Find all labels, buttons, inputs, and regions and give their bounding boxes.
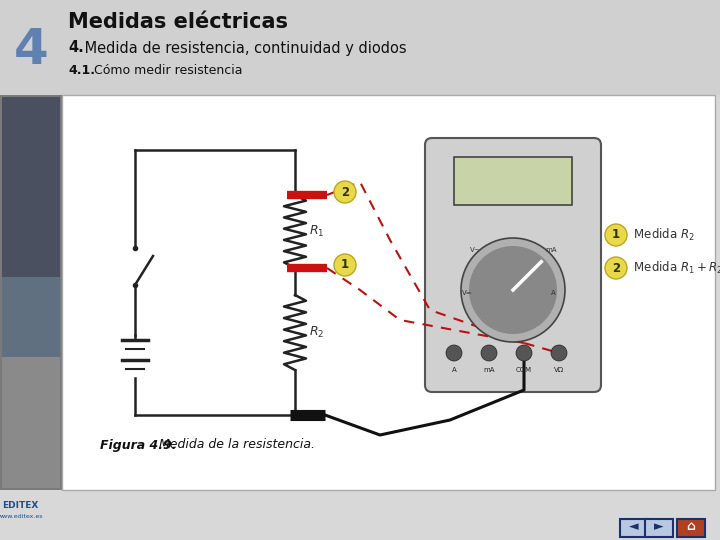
Text: EDITEX: EDITEX bbox=[2, 501, 38, 510]
Circle shape bbox=[334, 181, 356, 203]
Text: $R_1$: $R_1$ bbox=[309, 224, 325, 239]
Bar bbox=[2, 277, 60, 357]
Text: Medida de resistencia, continuidad y diodos: Medida de resistencia, continuidad y dio… bbox=[80, 40, 407, 56]
Bar bbox=[645, 519, 673, 537]
Bar bbox=[2, 97, 60, 277]
Bar bbox=[2, 357, 60, 488]
Bar bbox=[0, 490, 720, 540]
Circle shape bbox=[469, 246, 557, 334]
Text: Figura 4.9.: Figura 4.9. bbox=[100, 438, 176, 451]
Circle shape bbox=[461, 238, 565, 342]
Circle shape bbox=[446, 345, 462, 361]
Bar bbox=[62, 95, 715, 490]
Text: www.editex.es: www.editex.es bbox=[0, 514, 42, 518]
Text: Medida $R_1+R_2$: Medida $R_1+R_2$ bbox=[630, 260, 720, 276]
Bar bbox=[0, 95, 62, 490]
FancyBboxPatch shape bbox=[425, 138, 601, 392]
Text: COM: COM bbox=[516, 367, 532, 373]
Text: Medidas eléctricas: Medidas eléctricas bbox=[68, 12, 288, 32]
Bar bbox=[620, 519, 648, 537]
Bar bbox=[454, 157, 572, 205]
Circle shape bbox=[551, 345, 567, 361]
Text: ⌂: ⌂ bbox=[686, 521, 696, 534]
Text: 2: 2 bbox=[341, 186, 349, 199]
Text: Medida de la resistencia.: Medida de la resistencia. bbox=[155, 438, 315, 451]
Circle shape bbox=[481, 345, 497, 361]
Circle shape bbox=[605, 257, 627, 279]
Text: 4: 4 bbox=[14, 26, 48, 74]
Circle shape bbox=[605, 224, 627, 246]
Text: A: A bbox=[551, 290, 555, 296]
Text: mA: mA bbox=[545, 247, 557, 253]
Text: 1: 1 bbox=[341, 259, 349, 272]
Text: 4.1.: 4.1. bbox=[68, 64, 95, 77]
Text: Cómo medir resistencia: Cómo medir resistencia bbox=[90, 64, 243, 77]
Text: 4.: 4. bbox=[68, 40, 84, 56]
Circle shape bbox=[516, 345, 532, 361]
Text: 1: 1 bbox=[612, 228, 620, 241]
Text: $R_2$: $R_2$ bbox=[309, 325, 324, 340]
Text: 2: 2 bbox=[612, 261, 620, 274]
Text: V~: V~ bbox=[469, 247, 480, 253]
Bar bbox=[0, 0, 720, 95]
Text: Medida $R_2$: Medida $R_2$ bbox=[630, 227, 695, 243]
Text: ►: ► bbox=[654, 521, 664, 534]
Text: ◄: ◄ bbox=[629, 521, 639, 534]
Text: VΩ: VΩ bbox=[554, 367, 564, 373]
Text: V=: V= bbox=[462, 290, 472, 296]
Bar bbox=[677, 519, 705, 537]
Circle shape bbox=[334, 254, 356, 276]
Text: mA: mA bbox=[483, 367, 495, 373]
Text: A: A bbox=[451, 367, 456, 373]
